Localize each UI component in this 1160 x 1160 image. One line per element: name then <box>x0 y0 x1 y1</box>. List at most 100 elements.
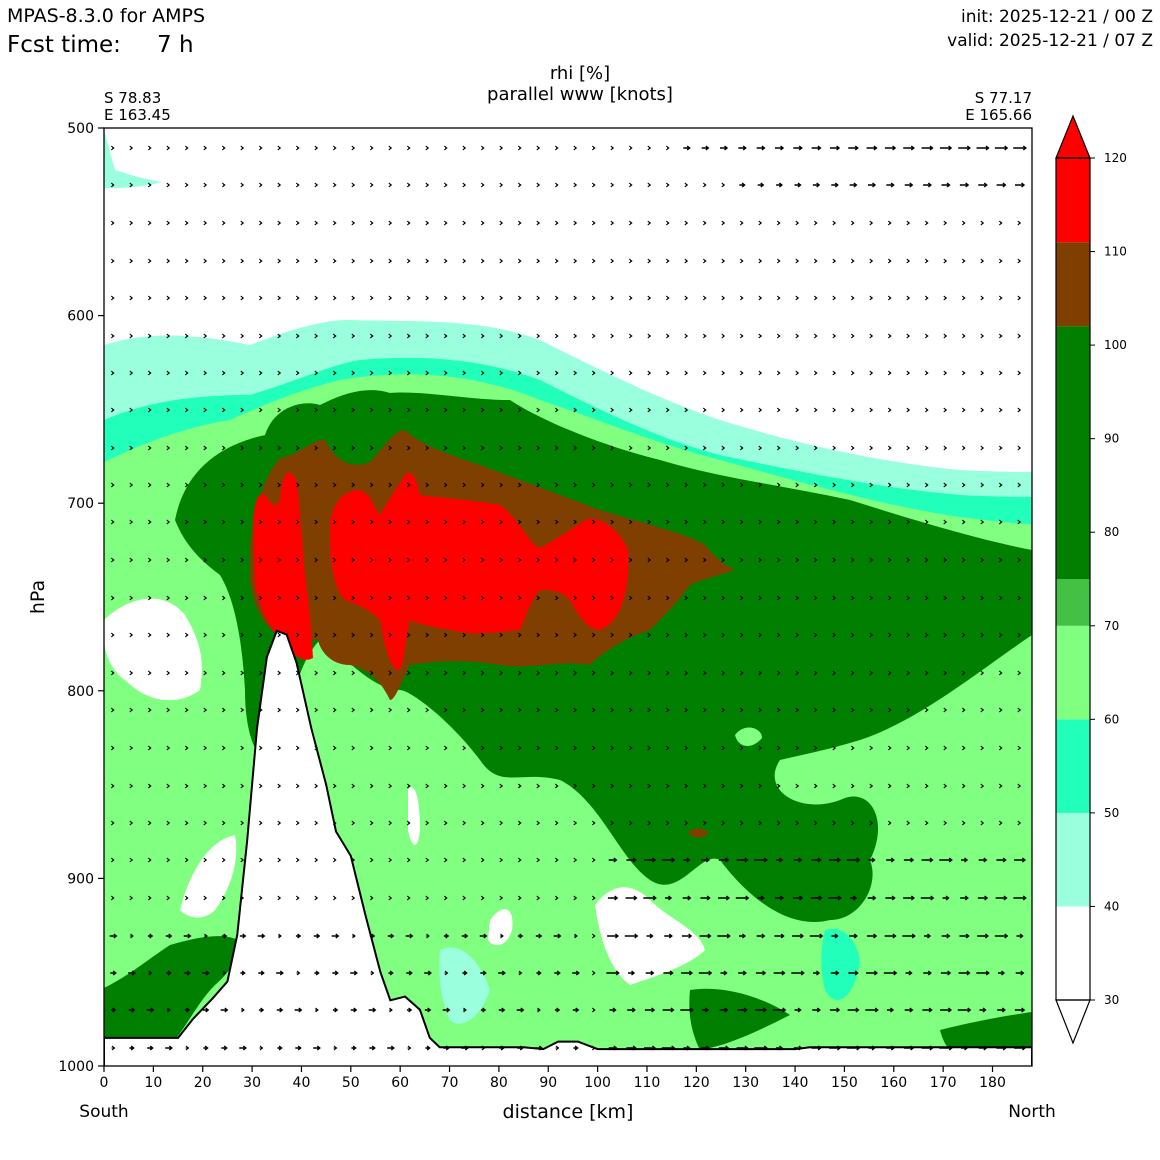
wind-arrow <box>258 557 263 563</box>
wind-arrow <box>110 145 115 151</box>
wind-arrow <box>221 145 226 151</box>
wind-arrow <box>129 595 134 601</box>
wind-arrow <box>295 482 300 488</box>
wind-arrow <box>684 258 689 264</box>
wind-arrow <box>166 745 171 751</box>
wind-arrow <box>906 407 911 413</box>
wind-arrow <box>813 333 818 339</box>
wind-arrow <box>110 783 115 789</box>
wind-arrow <box>628 445 633 451</box>
wind-arrow <box>998 745 1003 751</box>
wind-arrow <box>295 145 300 151</box>
wind-arrow <box>203 595 208 601</box>
wind-arrow <box>147 745 152 751</box>
wind-vectors <box>109 145 1027 1051</box>
wind-arrow <box>462 482 467 488</box>
wind-arrow <box>755 970 767 976</box>
wind-arrow <box>869 220 874 226</box>
wind-arrow <box>406 333 411 339</box>
wind-arrow <box>628 482 633 488</box>
wind-arrow <box>166 295 171 301</box>
wind-arrow <box>943 745 948 751</box>
wind-arrow <box>943 519 948 525</box>
wind-arrow <box>425 407 430 413</box>
wind-arrow <box>943 595 948 601</box>
wind-arrow <box>924 407 929 413</box>
wind-arrow <box>462 220 467 226</box>
wind-arrow <box>184 783 189 789</box>
wind-arrow <box>258 707 263 713</box>
wind-arrow <box>829 857 842 863</box>
wind-arrow <box>610 370 615 376</box>
wind-arrow <box>961 745 966 751</box>
wind-arrow <box>166 258 171 264</box>
wind-arrow <box>332 295 337 301</box>
wind-arrow <box>961 783 966 789</box>
wind-arrow <box>624 933 639 939</box>
valid-time: valid: 2025-12-21 / 07 Z <box>947 31 1153 51</box>
wind-arrow <box>607 895 619 901</box>
wind-arrow <box>980 557 985 563</box>
wind-arrow <box>628 220 633 226</box>
wind-arrow <box>332 557 337 563</box>
wind-arrow <box>758 707 763 713</box>
wind-arrow <box>739 707 744 713</box>
wind-arrow <box>388 632 393 638</box>
wind-arrow <box>961 670 966 676</box>
wind-arrow <box>517 258 522 264</box>
wind-arrow <box>644 1045 657 1051</box>
terrain-profile <box>104 629 1032 1066</box>
wind-arrow <box>462 707 467 713</box>
wind-arrow <box>813 370 818 376</box>
wind-arrow <box>147 295 152 301</box>
wind-arrow <box>980 783 985 789</box>
wind-arrow <box>610 820 615 826</box>
wind-arrow <box>573 145 578 151</box>
wind-arrow <box>647 258 652 264</box>
colorbar-tick-label: 90 <box>1104 432 1119 446</box>
x-axis-label: distance [km] <box>503 1101 634 1123</box>
wind-arrow <box>517 445 522 451</box>
wind-arrow <box>921 1045 934 1051</box>
wind-arrow <box>129 670 134 676</box>
wind-arrow <box>628 595 633 601</box>
wind-arrow <box>499 707 504 713</box>
wind-arrow <box>573 258 578 264</box>
wind-arrow <box>388 707 393 713</box>
wind-arrow <box>109 933 118 939</box>
wind-arrow <box>943 445 948 451</box>
fcst-time-value: 7 h <box>157 32 194 58</box>
right-lon: E 165.66 <box>965 106 1032 124</box>
colorbar-segment <box>1056 326 1090 579</box>
wind-arrow <box>461 933 469 939</box>
wind-arrow <box>332 595 337 601</box>
wind-arrow <box>684 220 689 226</box>
wind-arrow <box>961 445 966 451</box>
wind-arrow <box>240 482 245 488</box>
wind-arrow <box>591 370 596 376</box>
wind-arrow <box>869 707 874 713</box>
wind-arrow <box>369 220 374 226</box>
wind-arrow <box>518 970 523 976</box>
wind-arrow <box>406 407 411 413</box>
wind-arrow <box>536 145 541 151</box>
wind-arrow <box>850 557 855 563</box>
wind-arrow <box>221 333 226 339</box>
wind-arrow <box>1014 857 1027 863</box>
wind-arrow <box>665 670 670 676</box>
wind-arrow <box>110 557 115 563</box>
wind-arrow <box>129 258 134 264</box>
wind-arrow <box>462 370 467 376</box>
wind-arrow <box>516 1007 525 1013</box>
wind-arrow <box>702 182 707 188</box>
wind-arrow <box>351 145 356 151</box>
wind-arrow <box>277 745 282 751</box>
wind-arrow <box>554 670 559 676</box>
wind-arrow <box>369 933 376 939</box>
wind-arrow <box>902 933 916 939</box>
wind-arrow <box>647 407 652 413</box>
wind-arrow <box>754 857 768 863</box>
wind-arrow <box>812 182 821 188</box>
wind-arrow <box>610 182 615 188</box>
wind-arrow <box>425 632 430 638</box>
